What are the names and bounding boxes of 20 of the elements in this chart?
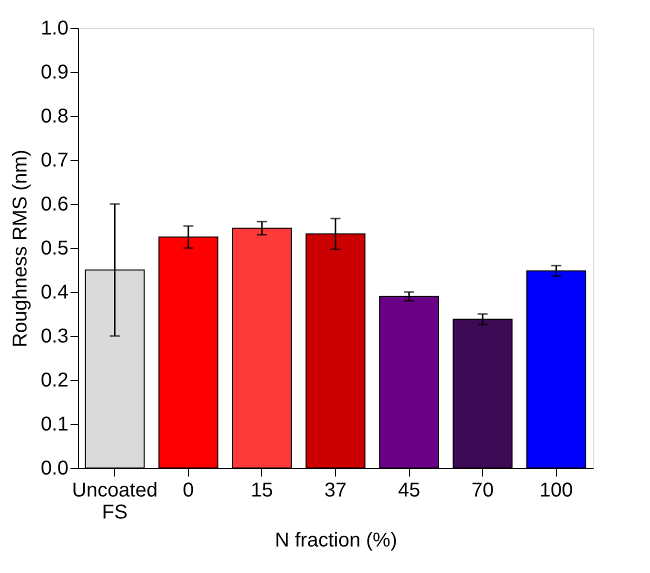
- x-tick-label: 0: [182, 480, 194, 502]
- y-tick-label: 0.6: [40, 194, 68, 216]
- y-tick-label: 0.8: [40, 106, 68, 128]
- x-axis-title: N fraction (%): [274, 530, 398, 552]
- x-tick-label: Uncoated FS: [72, 480, 158, 524]
- y-tick-label: 0.7: [40, 150, 68, 172]
- y-tick-label: 0.0: [40, 458, 68, 480]
- x-tick-label: 15: [250, 480, 274, 502]
- y-tick-label: 0.9: [40, 62, 68, 84]
- y-tick-label: 0.2: [40, 370, 68, 392]
- y-tick-label: 0.5: [40, 238, 68, 260]
- x-tick-label: 100: [540, 480, 573, 502]
- y-tick-label: 1.0: [40, 18, 68, 40]
- x-tick-label: 37: [324, 480, 347, 502]
- x-tick-label: 70: [472, 480, 494, 502]
- y-tick-label: 0.1: [40, 414, 68, 436]
- x-tick-label: 45: [398, 480, 420, 502]
- y-tick-label: 0.4: [40, 282, 68, 304]
- y-axis-title: Roughness RMS (nm): [10, 150, 32, 348]
- y-tick-label: 0.3: [40, 326, 68, 348]
